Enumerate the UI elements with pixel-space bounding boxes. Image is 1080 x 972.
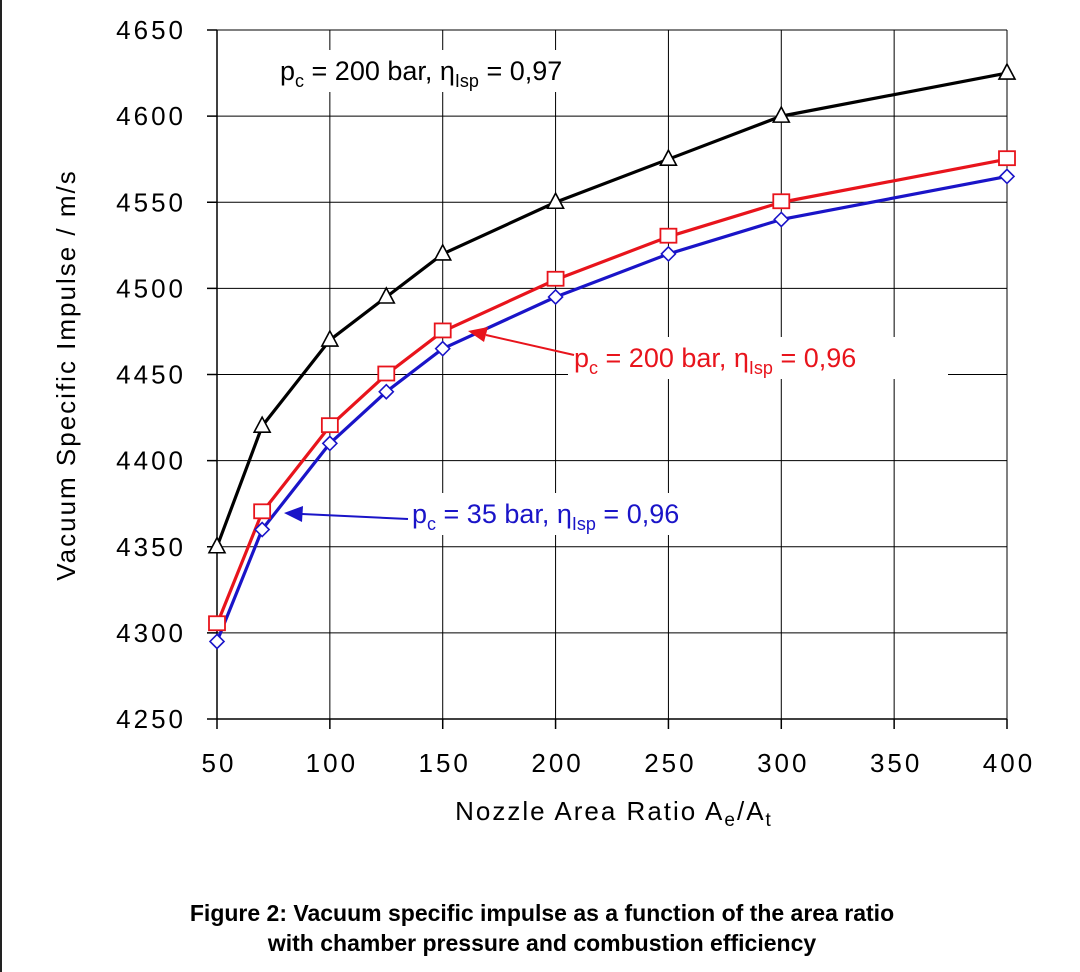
x-tick-label: 300 xyxy=(757,748,809,778)
y-tick-label: 4400 xyxy=(116,446,186,476)
annotation-text: = 200 bar, xyxy=(304,56,440,86)
square-marker xyxy=(320,417,339,434)
series-line-diamond xyxy=(215,174,1008,643)
square-marker xyxy=(433,322,452,339)
annotation-subscript: Isp xyxy=(455,71,479,91)
diamond-marker xyxy=(660,245,677,263)
square-marker xyxy=(377,365,396,382)
triangle-marker xyxy=(997,62,1017,80)
triangle-marker xyxy=(252,415,272,433)
y-tick-label: 4250 xyxy=(116,704,186,734)
arrow-blue-head xyxy=(284,506,303,522)
diamond-marker xyxy=(547,288,564,306)
square-marker xyxy=(998,150,1016,167)
x-axis-title-text: /A xyxy=(737,796,766,826)
axis-titles: Nozzle Area Ratio Ae/At Vacuum Specific I… xyxy=(51,169,773,831)
x-tick-label: 100 xyxy=(306,748,358,778)
diamond-marker xyxy=(998,168,1016,185)
y-tick-label: 4650 xyxy=(116,15,186,45)
tick-labels: 4250 4300 4350 4400 4450 4500 4550 4600 4650 50 10… xyxy=(116,15,1035,778)
annotation-text: = 35 bar, xyxy=(436,499,557,529)
triangle-marker xyxy=(771,105,791,123)
diamond-marker xyxy=(208,633,226,650)
annotation-text: = 0,97 xyxy=(479,56,562,86)
arrow-red-head xyxy=(468,327,488,342)
annotation-text: = 0,96 xyxy=(773,343,856,373)
series-line-triangle xyxy=(215,71,1008,548)
triangle-marker xyxy=(320,329,340,347)
annotation-bg xyxy=(274,50,654,92)
x-tick-label: 150 xyxy=(419,748,471,778)
square-marker xyxy=(546,270,565,287)
x-tick-label: 200 xyxy=(531,748,583,778)
square-marker xyxy=(253,503,272,520)
annotation-text: = 200 bar, xyxy=(598,343,734,373)
series-label-black: pc = 200 bar, ηIsp = 0,97 xyxy=(280,56,562,91)
diamond-marker xyxy=(254,521,271,538)
caption-line-1: Figure 2: Vacuum specific impulse as a f… xyxy=(189,900,895,926)
annotation-text: η xyxy=(734,343,749,373)
annotation-subscript: c xyxy=(295,71,304,91)
x-axis-title-subscript: t xyxy=(766,810,773,831)
square-marker xyxy=(659,227,678,244)
y-tick-label: 4550 xyxy=(116,187,186,217)
y-tick-label: 4300 xyxy=(116,618,186,648)
caption-line-2: with chamber pressure and combustion eff… xyxy=(267,930,817,956)
series-label-blue: pc = 35 bar, ηIsp = 0,96 xyxy=(412,499,679,534)
diamond-marker xyxy=(321,435,338,452)
chart: 4250 4300 4350 4400 4450 4500 4550 4600 4650 50 10… xyxy=(51,15,1035,831)
x-tick-label: 350 xyxy=(870,748,922,778)
x-tick-label: 250 xyxy=(644,748,696,778)
y-tick-label: 4350 xyxy=(116,532,186,562)
x-axis-title-subscript: e xyxy=(724,810,737,831)
annotation-text: η xyxy=(557,499,572,529)
arrow-blue-line xyxy=(301,513,409,520)
y-tick-label: 4600 xyxy=(116,101,186,131)
annotation-text: η xyxy=(440,56,455,86)
square-marker xyxy=(772,193,791,210)
annotation-subscript: c xyxy=(427,514,436,534)
axes xyxy=(207,29,1008,729)
figure-caption: Figure 2: Vacuum specific impulse as a f… xyxy=(2,898,1080,958)
x-axis-title: Nozzle Area Ratio Ae/At xyxy=(455,796,773,831)
triangle-marker xyxy=(659,148,678,166)
series-line-square xyxy=(215,157,1008,625)
annotation-subscript: c xyxy=(589,358,598,378)
arrow-red-line xyxy=(485,334,575,356)
annotation-subscript: Isp xyxy=(749,358,773,378)
diamond-marker xyxy=(773,211,790,228)
annotation-text: = 0,96 xyxy=(596,499,679,529)
triangle-marker xyxy=(207,536,227,554)
square-marker xyxy=(208,615,226,632)
series-label-red: pc = 200 bar, ηIsp = 0,96 xyxy=(574,343,856,378)
diamond-marker xyxy=(434,340,451,357)
triangle-marker xyxy=(376,286,396,304)
triangle-marker xyxy=(546,191,565,210)
y-axis-title: Vacuum Specific Impulse / m/s xyxy=(51,169,81,581)
annotation-bg xyxy=(406,493,764,535)
series-markers xyxy=(207,62,1017,650)
x-tick-label: 50 xyxy=(202,748,237,778)
diamond-marker xyxy=(378,383,395,400)
y-tick-label: 4450 xyxy=(116,360,186,390)
annotation-subscript: Isp xyxy=(572,514,596,534)
x-tick-label: 400 xyxy=(983,748,1035,778)
x-axis-title-text: Nozzle Area Ratio A xyxy=(455,796,724,826)
annotation-text: p xyxy=(412,499,427,529)
y-tick-label: 4500 xyxy=(116,273,186,303)
triangle-marker xyxy=(433,243,453,261)
annotation-bg xyxy=(568,337,948,379)
annotation-text: p xyxy=(574,343,589,373)
annotation-text: p xyxy=(280,56,295,86)
